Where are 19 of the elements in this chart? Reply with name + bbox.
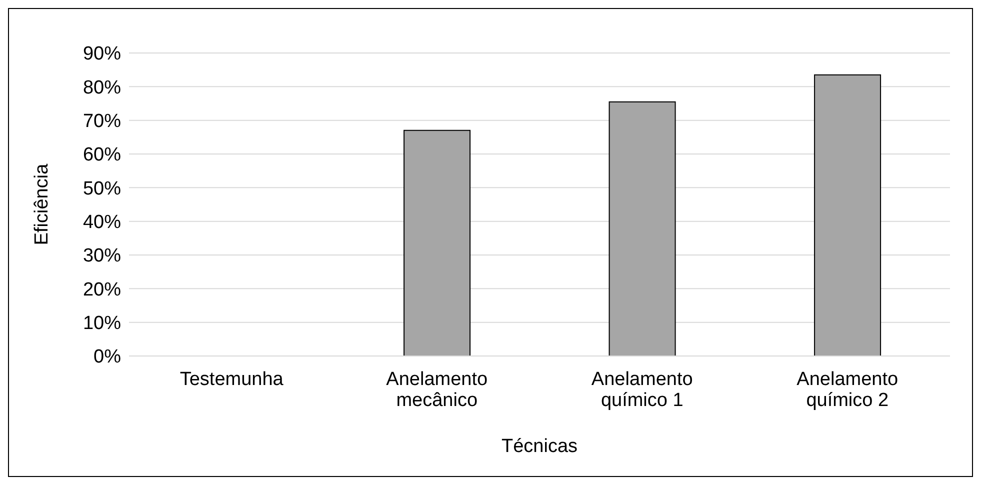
y-tick-label: 50% <box>82 178 122 200</box>
y-axis-title: Eficiência <box>32 163 53 246</box>
x-tick-label: Anelamento químico 1 <box>591 369 693 411</box>
x-tick-label: Anelamento mecânico <box>386 369 488 411</box>
bar <box>814 74 882 356</box>
y-tick-label: 30% <box>82 246 122 267</box>
y-tick-label: 70% <box>82 111 122 132</box>
y-tick-label: 10% <box>82 313 122 334</box>
y-tick-label: 80% <box>82 77 122 98</box>
y-tick-label: 60% <box>82 144 122 166</box>
bar <box>608 101 676 356</box>
y-tick-label: 20% <box>82 279 122 300</box>
x-tick-label: Anelamento químico 2 <box>796 369 898 411</box>
bar <box>404 130 471 356</box>
y-tick-label: 90% <box>82 44 122 65</box>
y-tick-label: 40% <box>82 212 122 234</box>
x-tick-label: Testemunha <box>180 369 284 390</box>
y-tick-label: 0% <box>94 346 122 368</box>
x-axis-title: Técnicas <box>501 436 578 457</box>
